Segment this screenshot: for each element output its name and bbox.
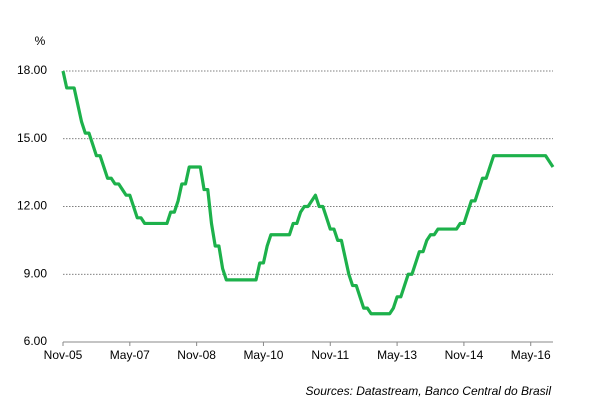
- y-tick-label: 6.00: [24, 334, 48, 348]
- y-tick-label: 12.00: [17, 199, 47, 213]
- source-note: Sources: Datastream, Banco Central do Br…: [306, 384, 552, 398]
- x-tick-label: May-07: [110, 348, 150, 362]
- y-tick-label: 15.00: [17, 131, 47, 145]
- x-tick-label: Nov-11: [311, 348, 349, 362]
- x-tick-label: Nov-05: [44, 348, 83, 362]
- data-line: [61, 70, 555, 316]
- x-tick-label: May-10: [243, 348, 283, 362]
- x-tick-label: May-13: [377, 348, 417, 362]
- x-tick-label: May-16: [511, 348, 551, 362]
- x-tick-label: Nov-14: [445, 348, 484, 362]
- y-tick-label: 18.00: [17, 63, 47, 77]
- x-tick-label: Nov-08: [177, 348, 216, 362]
- y-tick-label: 9.00: [24, 266, 48, 280]
- y-unit: %: [35, 34, 46, 48]
